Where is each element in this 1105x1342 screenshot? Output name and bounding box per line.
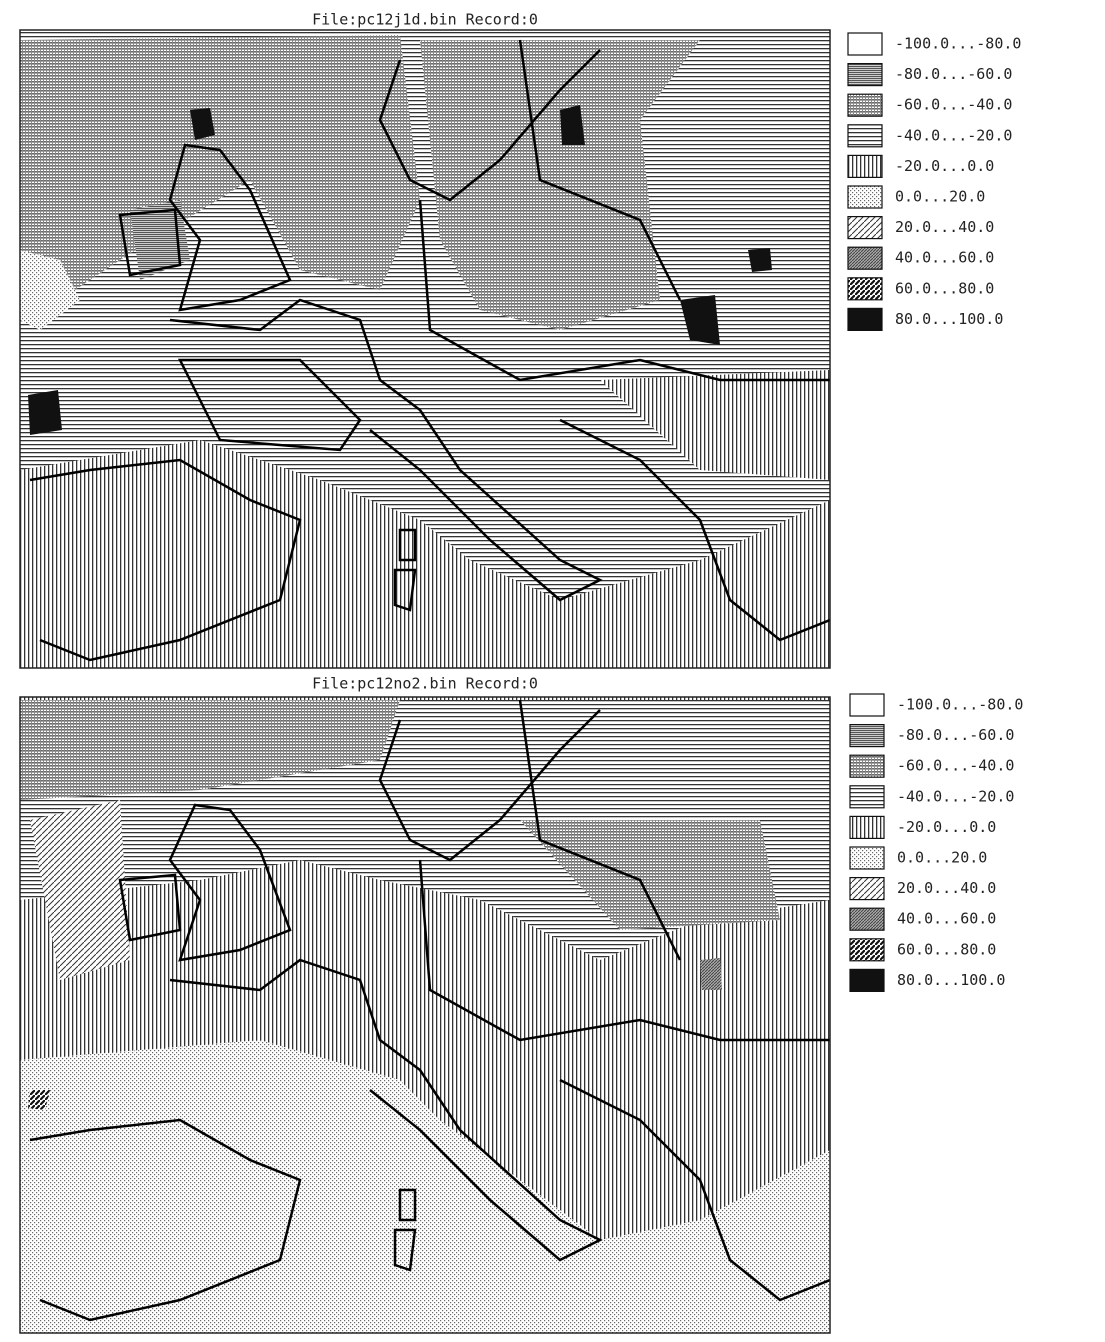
legend-swatch — [850, 694, 884, 716]
legend-swatch — [850, 969, 884, 991]
legend-label: 0.0...20.0 — [897, 849, 987, 867]
legend-swatch — [848, 125, 882, 147]
legend-label: 40.0...60.0 — [895, 249, 994, 267]
legend-label: 60.0...80.0 — [895, 279, 994, 297]
legend-swatch — [850, 908, 884, 930]
legend-label: -80.0...-60.0 — [895, 65, 1012, 83]
legend-swatch — [848, 64, 882, 86]
legend-swatch — [848, 94, 882, 116]
legend-label: -60.0...-40.0 — [895, 96, 1012, 114]
map-1 — [20, 30, 830, 668]
legend-swatch — [848, 308, 882, 330]
legend-swatch — [848, 33, 882, 55]
legend-swatch — [850, 786, 884, 808]
legend-label: 40.0...60.0 — [897, 910, 996, 928]
legend-swatch — [850, 847, 884, 869]
legend-label: 0.0...20.0 — [895, 188, 985, 206]
legend-label: -60.0...-40.0 — [897, 757, 1014, 775]
legend-swatch — [848, 247, 882, 269]
legend-swatch — [850, 725, 884, 747]
legend-swatch — [850, 816, 884, 838]
legend-label: -80.0...-60.0 — [897, 726, 1014, 744]
legend-label: 20.0...40.0 — [895, 218, 994, 236]
legend-swatch — [848, 278, 882, 300]
legend-label: 20.0...40.0 — [897, 879, 996, 897]
legend-swatch — [850, 939, 884, 961]
panel-title: File:pc12j1d.bin Record:0 — [312, 11, 538, 29]
legend-label: -20.0...0.0 — [897, 818, 996, 836]
legends: -100.0...-80.0 -80.0...-60.0 -60.0...-40.0… — [848, 33, 1023, 991]
legend-label: -40.0...-20.0 — [897, 787, 1014, 805]
legend-label: 80.0...100.0 — [897, 971, 1005, 989]
legend-swatch — [850, 878, 884, 900]
legend-label: 80.0...100.0 — [895, 310, 1003, 328]
legend-swatch — [848, 155, 882, 177]
panel-title: File:pc12no2.bin Record:0 — [312, 675, 538, 693]
page: File:pc12j1d.bin Record:0 File:pc12no2.b… — [0, 0, 1105, 1338]
legend-swatch — [848, 186, 882, 208]
legend-swatch — [848, 217, 882, 239]
legend-label: -100.0...-80.0 — [897, 696, 1023, 714]
legend-swatch — [850, 755, 884, 777]
legend-label: -40.0...-20.0 — [895, 126, 1012, 144]
legend-label: -100.0...-80.0 — [895, 35, 1021, 53]
map-2 — [20, 697, 830, 1333]
legend-label: 60.0...80.0 — [897, 940, 996, 958]
legend-label: -20.0...0.0 — [895, 157, 994, 175]
